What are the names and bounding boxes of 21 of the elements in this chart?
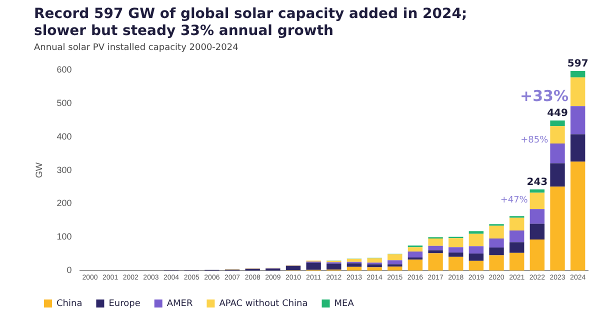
annotation: +85% <box>520 135 549 146</box>
legend-label: MEA <box>334 298 355 309</box>
chart-title: Record 597 GW of global solar capacity added in 2024; slower but steady 33% annual growth <box>34 6 468 40</box>
chart-subtitle: Annual solar PV installed capacity 2000-2024 <box>34 43 238 53</box>
y-tick-label: 0 <box>66 265 72 276</box>
y-tick-label: 500 <box>56 98 72 108</box>
total-label: 243 <box>526 176 548 188</box>
total-label: 449 <box>547 108 568 120</box>
y-tick-label: 100 <box>56 232 72 242</box>
annotation: +33% <box>520 86 569 105</box>
legend-label: China <box>56 298 82 309</box>
y-tick-label: 600 <box>56 64 72 74</box>
annotation: +47% <box>500 195 528 206</box>
legend-label: AMER <box>166 298 193 309</box>
y-tick-label: 300 <box>56 164 72 175</box>
y-axis-title: GW <box>34 162 44 178</box>
total-label: 597 <box>567 58 588 70</box>
legend-label: APAC without China <box>219 298 308 309</box>
y-tick-label: 400 <box>56 131 72 142</box>
legend-label: Europe <box>108 298 141 309</box>
y-tick-label: 200 <box>56 198 72 208</box>
